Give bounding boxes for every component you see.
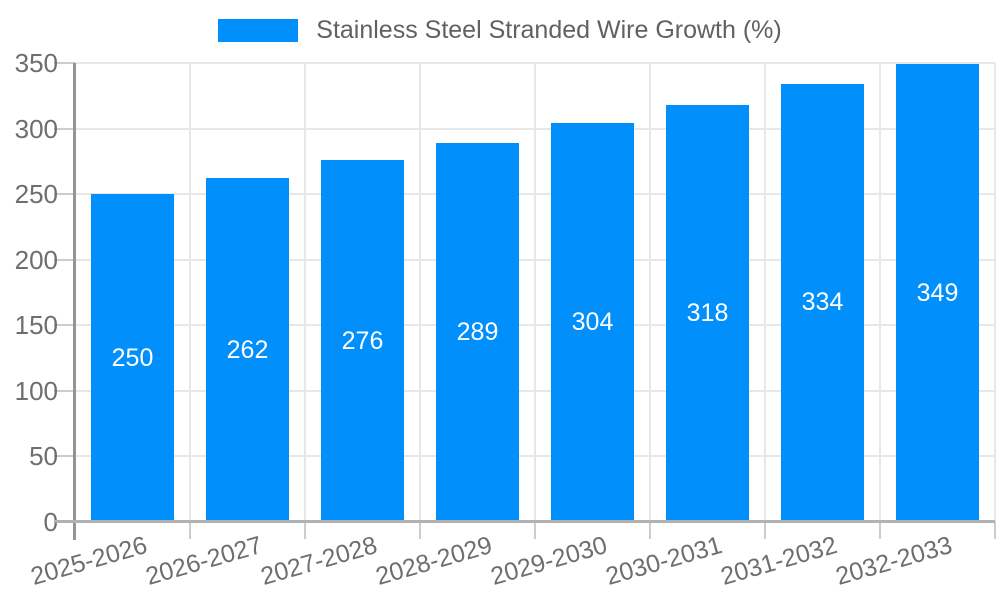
- bar-value-label: 250: [111, 343, 154, 372]
- bar-value-label: 304: [571, 308, 614, 337]
- y-tick-label: 0: [43, 507, 58, 537]
- y-tick-label: 150: [14, 310, 58, 341]
- x-gridline: [994, 63, 996, 522]
- y-tick-label: 200: [14, 244, 58, 275]
- bar[interactable]: 289: [436, 142, 519, 522]
- x-axis-tick: [764, 522, 766, 539]
- x-gridline: [764, 63, 766, 522]
- y-axis-tick: [54, 258, 75, 261]
- bar-value-label: 289: [456, 317, 499, 346]
- legend-color-swatch: [218, 19, 299, 43]
- y-axis-line: [73, 63, 76, 540]
- bar[interactable]: 262: [206, 178, 289, 522]
- y-tick-label: 50: [29, 441, 58, 472]
- x-gridline: [649, 63, 651, 522]
- bar[interactable]: 250: [91, 194, 174, 522]
- legend[interactable]: Stainless Steel Stranded Wire Growth (%): [0, 16, 1000, 45]
- y-tick-label: 250: [14, 179, 58, 210]
- x-tick-label: 2028-2029: [372, 531, 496, 591]
- y-axis-tick: [54, 127, 75, 130]
- x-tick-label: 2025-2026: [27, 531, 151, 591]
- bar-value-label: 262: [226, 335, 269, 364]
- y-tick-label: 100: [14, 375, 58, 406]
- x-axis-tick: [879, 522, 881, 539]
- y-axis-tick: [54, 389, 75, 392]
- x-tick-label: 2030-2031: [602, 531, 726, 591]
- x-axis-tick: [649, 522, 651, 539]
- y-tick-label: 350: [14, 48, 58, 78]
- y-axis-tick: [54, 455, 75, 458]
- bar-value-label: 349: [916, 278, 959, 307]
- x-gridline: [189, 63, 191, 522]
- bar-value-label: 318: [686, 298, 729, 327]
- bar-value-label: 334: [801, 288, 844, 317]
- x-gridline: [304, 63, 306, 522]
- bar[interactable]: 276: [321, 160, 404, 522]
- y-tick-label: 300: [14, 113, 58, 144]
- x-tick-label: 2027-2028: [257, 531, 381, 591]
- bar[interactable]: 334: [781, 83, 864, 522]
- x-tick-label: 2032-2033: [832, 531, 956, 591]
- bar[interactable]: 318: [666, 104, 749, 522]
- y-axis-tick: [54, 324, 75, 327]
- x-gridline: [879, 63, 881, 522]
- bar[interactable]: 349: [896, 64, 979, 522]
- x-axis-tick: [189, 522, 191, 539]
- x-axis-tick: [304, 522, 306, 539]
- x-gridline: [419, 63, 421, 522]
- x-axis-tick: [994, 522, 996, 539]
- y-axis-tick: [54, 193, 75, 196]
- x-gridline: [534, 63, 536, 522]
- x-tick-label: 2026-2027: [142, 531, 266, 591]
- bar[interactable]: 304: [551, 123, 634, 522]
- x-tick-label: 2029-2030: [487, 531, 611, 591]
- x-axis-tick: [534, 522, 536, 539]
- x-axis-tick: [419, 522, 421, 539]
- legend-series-label: Stainless Steel Stranded Wire Growth (%): [316, 16, 782, 44]
- x-axis-line: [55, 520, 995, 523]
- y-axis-tick: [54, 62, 75, 64]
- bar-value-label: 276: [341, 326, 384, 355]
- x-tick-label: 2031-2032: [717, 531, 841, 591]
